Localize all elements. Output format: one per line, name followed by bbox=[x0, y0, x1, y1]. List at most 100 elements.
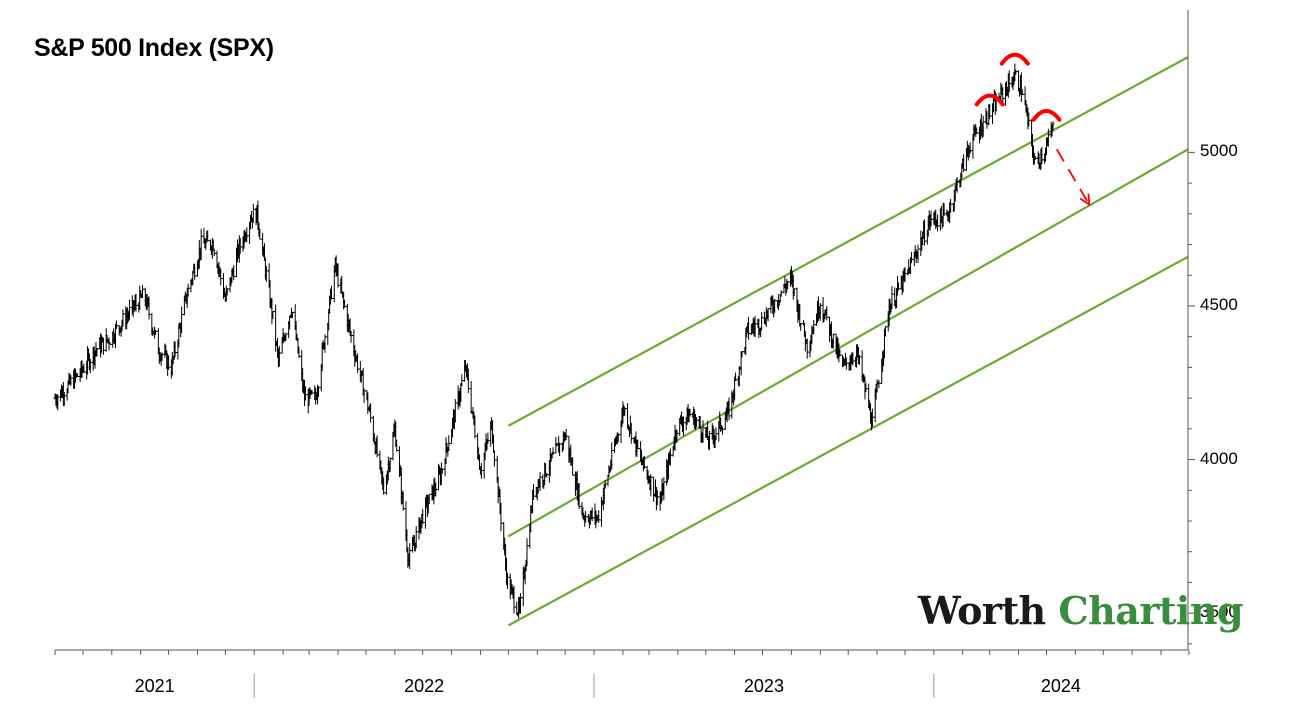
price-bar bbox=[864, 383, 868, 393]
price-bar bbox=[681, 416, 685, 436]
price-bar bbox=[688, 408, 692, 417]
price-bar bbox=[1040, 146, 1044, 165]
price-bar bbox=[597, 510, 601, 523]
y-tick-label: 4000 bbox=[1200, 448, 1238, 468]
price-bar bbox=[382, 477, 386, 495]
price-bar bbox=[616, 433, 620, 443]
price-bar bbox=[623, 406, 627, 416]
price-bar bbox=[584, 510, 588, 523]
price-bar bbox=[558, 442, 562, 457]
price-bar bbox=[271, 311, 275, 320]
price-bar bbox=[1051, 121, 1055, 131]
price-bar bbox=[662, 477, 666, 501]
price-bar bbox=[369, 403, 373, 423]
price-bar bbox=[825, 306, 829, 321]
price-bar bbox=[479, 463, 483, 479]
price-bar bbox=[421, 508, 425, 525]
price-bar bbox=[773, 298, 777, 313]
price-bar bbox=[766, 308, 770, 322]
price-bar bbox=[642, 456, 646, 469]
channel-lines bbox=[507, 56, 1189, 627]
axes bbox=[54, 10, 1195, 698]
price-bar bbox=[212, 248, 216, 257]
price-bar bbox=[975, 127, 979, 135]
price-bar bbox=[82, 363, 86, 374]
price-bar bbox=[870, 408, 874, 428]
right-shoulder-arc bbox=[1031, 108, 1062, 122]
y-tick-label: 3500 bbox=[1200, 602, 1238, 622]
price-bar bbox=[949, 198, 953, 213]
y-tick-label: 4500 bbox=[1200, 294, 1238, 314]
price-bar bbox=[786, 280, 790, 290]
price-bar bbox=[277, 345, 281, 367]
price-bar bbox=[310, 389, 314, 395]
channel-line bbox=[507, 255, 1189, 627]
price-bars bbox=[53, 63, 1055, 619]
price-bar bbox=[219, 268, 223, 286]
price-bar bbox=[649, 474, 653, 497]
price-bar bbox=[1007, 70, 1011, 93]
price-bar bbox=[193, 263, 197, 280]
price-bar bbox=[154, 329, 158, 335]
price-bar bbox=[401, 491, 405, 511]
price-bar bbox=[545, 473, 549, 478]
y-tick-label: 5000 bbox=[1200, 141, 1238, 161]
price-bar bbox=[127, 299, 131, 320]
price-bar bbox=[590, 507, 594, 522]
price-bar bbox=[988, 103, 992, 120]
x-year-label: 2021 bbox=[134, 676, 175, 696]
brand-word-worth: Worth bbox=[918, 588, 1046, 633]
price-bar bbox=[167, 355, 171, 370]
price-bar bbox=[942, 203, 946, 216]
price-bar bbox=[909, 252, 913, 264]
price-bar bbox=[199, 228, 203, 260]
price-bar bbox=[101, 337, 105, 355]
price-bar bbox=[538, 471, 542, 492]
price-bar bbox=[75, 373, 79, 377]
price-bar bbox=[747, 316, 751, 340]
down-arrow-head bbox=[1079, 193, 1091, 207]
channel-line bbox=[507, 148, 1189, 538]
price-bar bbox=[636, 439, 640, 450]
price-bar bbox=[896, 282, 900, 291]
price-bar bbox=[610, 442, 614, 469]
price-bar bbox=[258, 228, 262, 240]
price-bar bbox=[577, 482, 581, 510]
price-bar bbox=[968, 142, 972, 154]
channel-line bbox=[507, 56, 1189, 427]
price-bar bbox=[903, 267, 907, 283]
price-bar bbox=[69, 375, 73, 386]
price-bar bbox=[505, 572, 509, 590]
price-bar bbox=[336, 263, 340, 288]
price-bar bbox=[805, 338, 809, 359]
price-bar bbox=[141, 284, 145, 299]
price-bar bbox=[753, 315, 757, 338]
price-bar bbox=[486, 432, 490, 444]
price-bar bbox=[923, 219, 927, 246]
price-bar bbox=[760, 312, 764, 331]
price-bar bbox=[740, 350, 744, 358]
price-bar bbox=[877, 379, 881, 389]
price-bar bbox=[447, 435, 451, 452]
price-bar bbox=[466, 368, 470, 393]
brand-logo: Worth Charting bbox=[918, 588, 1244, 633]
price-bar bbox=[512, 585, 516, 614]
price-bar bbox=[56, 394, 60, 411]
left-shoulder-arc bbox=[974, 93, 1005, 107]
price-bar bbox=[799, 323, 803, 331]
price-bar bbox=[88, 358, 92, 373]
price-bar bbox=[108, 342, 112, 345]
price-bar bbox=[714, 427, 718, 441]
price-bar bbox=[551, 447, 555, 455]
price-bar bbox=[603, 479, 607, 489]
price-bar bbox=[492, 449, 496, 467]
price-bar bbox=[721, 426, 725, 435]
price-bar bbox=[232, 265, 236, 281]
x-year-label: 2022 bbox=[404, 676, 445, 696]
price-bar bbox=[1046, 128, 1050, 147]
brand-word-charting: Charting bbox=[1058, 588, 1244, 633]
price-bar bbox=[251, 203, 255, 223]
price-bar bbox=[356, 353, 360, 373]
price-bar bbox=[414, 526, 418, 549]
price-bar bbox=[518, 593, 522, 614]
